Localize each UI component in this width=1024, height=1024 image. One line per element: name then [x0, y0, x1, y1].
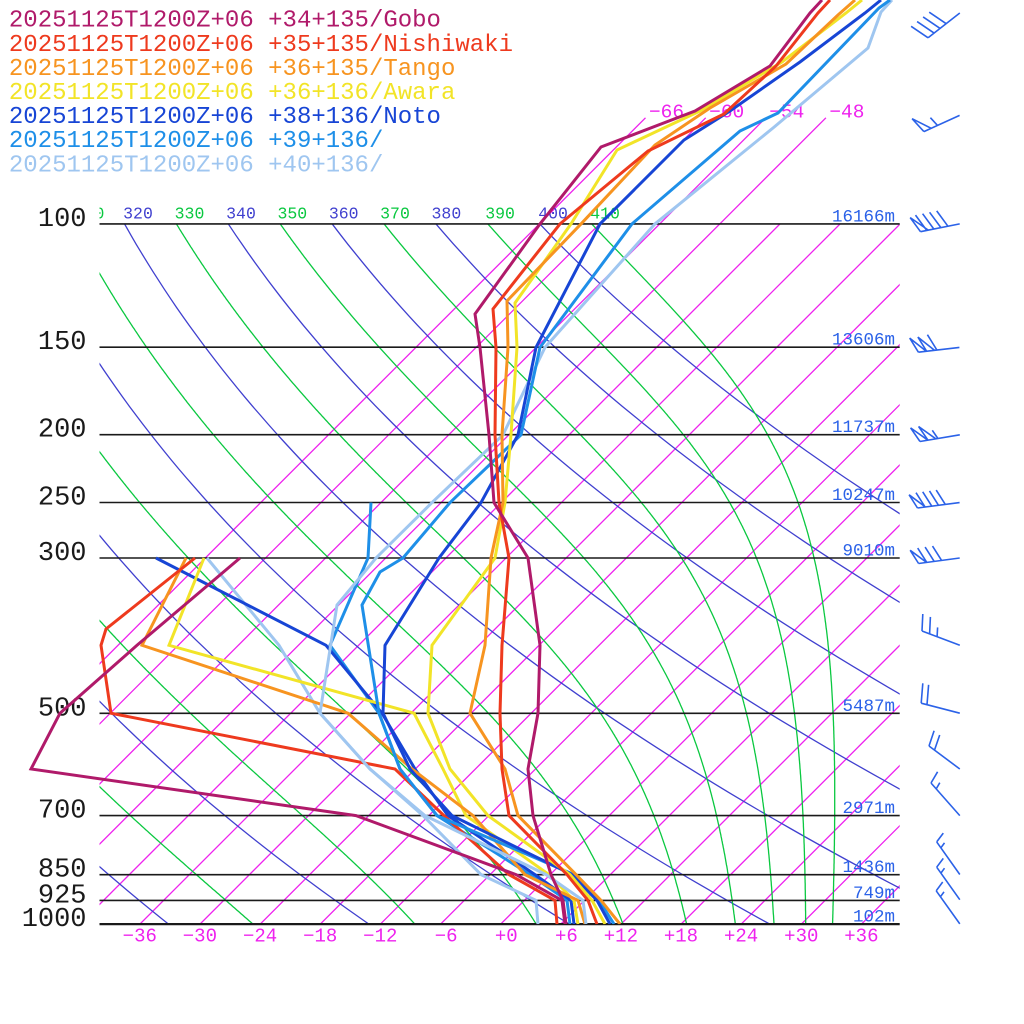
svg-text:16166m: 16166m	[832, 207, 895, 227]
svg-text:1436m: 1436m	[842, 858, 895, 878]
svg-text:10247m: 10247m	[832, 486, 895, 506]
svg-text:340: 340	[226, 205, 256, 224]
svg-text:13606m: 13606m	[832, 331, 895, 351]
svg-text:200: 200	[38, 416, 87, 446]
svg-text:320: 320	[123, 205, 153, 224]
svg-text:−36: −36	[123, 926, 157, 948]
svg-text:5487m: 5487m	[842, 697, 895, 717]
svg-text:20251125T1200Z+06 +39+136/: 20251125T1200Z+06 +39+136/	[9, 128, 383, 155]
svg-text:−54: −54	[769, 102, 804, 124]
svg-text:20251125T1200Z+06 +36+136/Awar: 20251125T1200Z+06 +36+136/Awara	[9, 80, 455, 107]
svg-text:−18: −18	[303, 926, 337, 948]
svg-text:−48: −48	[829, 102, 864, 124]
svg-text:410: 410	[590, 205, 620, 224]
svg-text:100: 100	[38, 205, 87, 235]
svg-text:2971m: 2971m	[842, 799, 895, 819]
svg-text:−6: −6	[435, 926, 458, 948]
svg-text:−24: −24	[243, 926, 277, 948]
svg-text:310: 310	[75, 205, 105, 224]
svg-text:+24: +24	[724, 926, 758, 948]
svg-text:360: 360	[329, 205, 359, 224]
svg-text:−12: −12	[363, 926, 397, 948]
svg-text:380: 380	[432, 205, 462, 224]
svg-text:+6: +6	[555, 926, 578, 948]
svg-text:150: 150	[38, 328, 87, 358]
svg-text:+0: +0	[495, 926, 518, 948]
svg-text:330: 330	[175, 205, 205, 224]
svg-text:370: 370	[380, 205, 410, 224]
svg-text:1000: 1000	[22, 905, 87, 935]
svg-text:700: 700	[38, 797, 87, 827]
svg-text:+30: +30	[784, 926, 818, 948]
svg-text:20251125T1200Z+06 +36+135/Tang: 20251125T1200Z+06 +36+135/Tango	[9, 56, 455, 83]
svg-text:925: 925	[38, 881, 87, 911]
svg-text:20251125T1200Z+06 +34+135/Gobo: 20251125T1200Z+06 +34+135/Gobo	[9, 8, 441, 35]
svg-text:11737m: 11737m	[832, 418, 895, 438]
svg-text:+18: +18	[664, 926, 698, 948]
svg-text:102m: 102m	[853, 908, 895, 928]
svg-text:300: 300	[38, 539, 87, 569]
svg-text:−30: −30	[183, 926, 217, 948]
svg-text:850: 850	[38, 856, 87, 886]
svg-text:+36: +36	[844, 926, 878, 948]
svg-text:9010m: 9010m	[842, 542, 895, 562]
svg-text:350: 350	[277, 205, 307, 224]
svg-text:250: 250	[38, 484, 87, 514]
svg-text:20251125T1200Z+06 +35+135/Nish: 20251125T1200Z+06 +35+135/Nishiwaki	[9, 32, 513, 59]
svg-text:20251125T1200Z+06 +40+136/: 20251125T1200Z+06 +40+136/	[9, 152, 383, 179]
svg-text:390: 390	[485, 205, 515, 224]
svg-text:+12: +12	[604, 926, 638, 948]
svg-text:20251125T1200Z+06 +38+136/Noto: 20251125T1200Z+06 +38+136/Noto	[9, 104, 441, 131]
svg-text:749m: 749m	[853, 884, 895, 904]
